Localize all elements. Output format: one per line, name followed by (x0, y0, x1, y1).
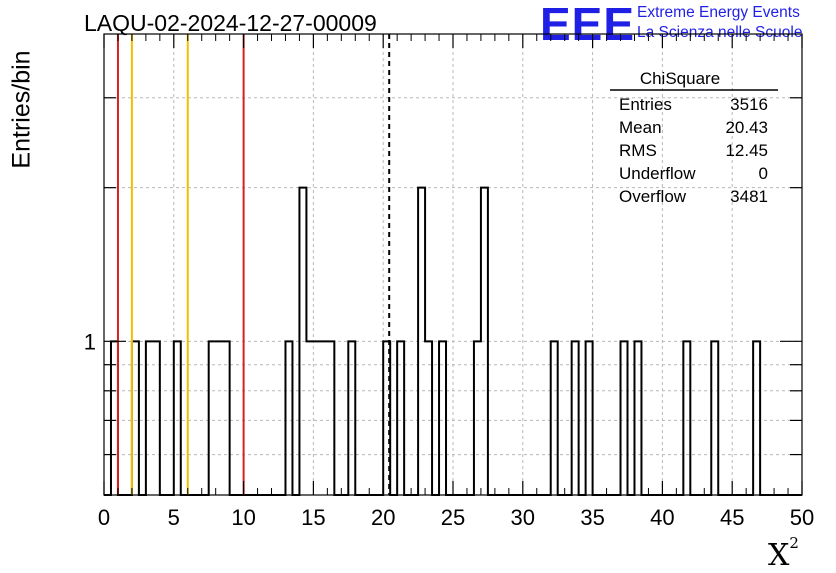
logo-line-1: Extreme Energy Events (637, 4, 800, 21)
stats-value: 12.45 (725, 141, 768, 160)
x-tick-label: 30 (511, 505, 535, 530)
stats-label: Overflow (619, 187, 687, 206)
x-tick-label: 50 (790, 505, 814, 530)
stats-label: Entries (619, 95, 672, 114)
stats-value: 0 (759, 164, 768, 183)
x-axis-label-sup: 2 (789, 534, 799, 552)
stats-label: RMS (619, 141, 657, 160)
stats-value: 3516 (730, 95, 768, 114)
stats-value: 3481 (730, 187, 768, 206)
x-axis-label: X2 (768, 534, 799, 573)
reference-lines (116, 34, 391, 495)
x-tick-label: 20 (371, 505, 395, 530)
x-tick-label: 0 (98, 505, 110, 530)
x-tick-label: 45 (720, 505, 744, 530)
stats-label: Underflow (619, 164, 696, 183)
axis-ticks: 0 5 10 15 20 25 30 35 40 45 50 1 (84, 34, 814, 530)
stats-value: 20.43 (725, 118, 768, 137)
stats-name: ChiSquare (640, 69, 720, 88)
stats-label: Mean (619, 118, 662, 137)
x-tick-label: 25 (441, 505, 465, 530)
x-tick-label: 5 (168, 505, 180, 530)
x-tick-label: 40 (650, 505, 674, 530)
x-tick-label: 35 (580, 505, 604, 530)
stats-box: ChiSquare Entries 3516 Mean 20.43 RMS 12.45 Und… (610, 69, 778, 206)
y-tick-label: 1 (84, 329, 96, 354)
x-tick-label: 10 (231, 505, 255, 530)
eee-logo: EEE (540, 0, 636, 50)
histogram-title: LAQU-02-2024-12-27-00009 (84, 10, 377, 36)
x-axis-label-base: X (768, 538, 790, 573)
x-tick-label: 15 (301, 505, 325, 530)
logo-line-2: La Scienza nelle Scuole (637, 24, 803, 41)
